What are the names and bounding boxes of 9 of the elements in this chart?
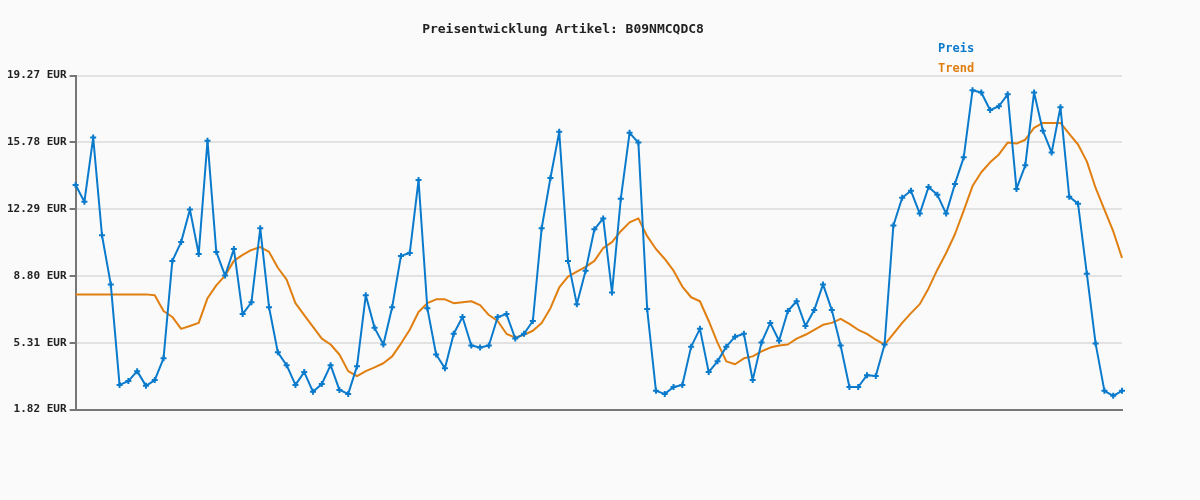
text: Trend (938, 60, 975, 77)
y-tick-label: 19.27 EUR (6, 68, 67, 82)
y-tick-label: 12.29 EUR (6, 202, 67, 216)
y-tick-label: 15.78 EUR (6, 135, 67, 149)
chart-title: Preisentwicklung Artikel: B09NMCQDC8 (422, 21, 705, 37)
y-tick-label: 1.82 EUR (13, 402, 67, 416)
text: Preis (938, 40, 975, 57)
y-tick-label: 8.80 EUR (13, 268, 67, 282)
y-tick-label: 5.31 EUR (13, 335, 67, 349)
